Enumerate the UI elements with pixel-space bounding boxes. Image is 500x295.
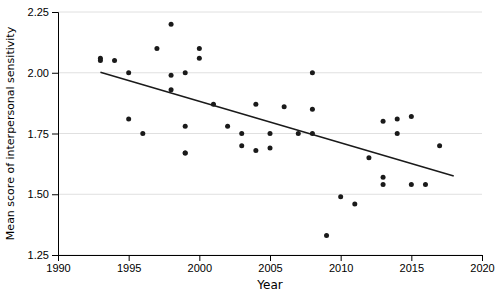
point <box>366 155 371 160</box>
point <box>197 46 202 51</box>
y-tick-mark <box>52 12 58 13</box>
point <box>395 131 400 136</box>
y-tick: 1.25 <box>28 249 58 261</box>
point <box>225 124 230 129</box>
x-axis-line <box>59 256 483 262</box>
x-tick-mark <box>270 255 271 261</box>
x-axis: 1990 1995 2000 2005 2010 2015 2020 <box>46 255 494 274</box>
point <box>381 175 386 180</box>
point <box>112 58 117 63</box>
grid-line <box>58 12 482 13</box>
x-tick-label: 2020 <box>470 262 494 274</box>
point <box>324 233 329 238</box>
y-tick-label: 2.00 <box>28 67 49 79</box>
point <box>169 87 174 92</box>
point <box>310 70 315 75</box>
point <box>282 104 287 109</box>
y-tick-label: 1.25 <box>28 249 49 261</box>
point <box>169 73 174 78</box>
point <box>296 131 301 136</box>
marks <box>98 22 454 238</box>
point <box>183 70 188 75</box>
point <box>211 102 216 107</box>
point <box>253 102 258 107</box>
x-tick: 2020 <box>470 255 494 274</box>
x-tick-mark <box>129 255 130 261</box>
y-tick: 1.50 <box>28 188 58 200</box>
y-tick-mark <box>52 255 58 256</box>
x-tick-mark <box>199 255 200 261</box>
x-tick-label: 2005 <box>258 262 282 274</box>
grid-line <box>58 194 482 195</box>
point <box>409 114 414 119</box>
point <box>437 143 442 148</box>
y-axis-title: Mean score of interpersonal sensitivity <box>4 26 17 240</box>
y-axis-line <box>52 13 59 256</box>
x-tick-label: 1990 <box>46 262 70 274</box>
y-tick-label: 2.25 <box>28 6 49 18</box>
y-tick: 2.25 <box>28 6 58 18</box>
point <box>154 46 159 51</box>
point <box>126 116 131 121</box>
x-tick: 1995 <box>117 255 141 274</box>
point <box>183 150 188 155</box>
point <box>338 194 343 199</box>
point <box>183 124 188 129</box>
point <box>268 131 273 136</box>
trend-line <box>100 72 453 176</box>
plot: 1990 1995 2000 2005 2010 2015 2020 1.25 1.50 1.75… <box>28 6 495 274</box>
point <box>183 150 188 155</box>
x-tick-label: 2000 <box>188 262 212 274</box>
point <box>98 58 103 63</box>
point <box>140 131 145 136</box>
x-tick: 2000 <box>188 255 212 274</box>
y-tick-label: 1.50 <box>28 188 49 200</box>
y-tick-mark <box>52 73 58 74</box>
point <box>381 182 386 187</box>
x-tick: 1990 <box>46 255 70 274</box>
x-tick-label: 1995 <box>117 262 141 274</box>
point <box>409 182 414 187</box>
x-tick-mark <box>411 255 412 261</box>
point <box>352 201 357 206</box>
grid-line <box>58 72 482 73</box>
point <box>169 22 174 27</box>
y-tick: 2.00 <box>28 67 58 79</box>
point <box>253 148 258 153</box>
y-tick-mark <box>52 194 58 195</box>
point <box>197 56 202 61</box>
point <box>423 182 428 187</box>
y-axis: 1.25 1.50 1.75 2.00 2.25 <box>28 6 59 261</box>
point <box>381 119 386 124</box>
point <box>239 143 244 148</box>
x-axis-title: Year <box>256 278 282 292</box>
x-tick: 2005 <box>258 255 282 274</box>
x-tick-label: 2010 <box>329 262 353 274</box>
point <box>310 107 315 112</box>
grid <box>58 12 482 255</box>
point <box>395 116 400 121</box>
chart: 1990 1995 2000 2005 2010 2015 2020 1.25 1.50 1.75… <box>0 0 500 295</box>
x-tick-label: 2015 <box>400 262 424 274</box>
point <box>239 131 244 136</box>
y-tick-label: 1.75 <box>28 128 49 140</box>
point <box>126 70 131 75</box>
x-tick: 2015 <box>400 255 424 274</box>
y-tick-mark <box>52 134 58 135</box>
x-tick: 2010 <box>329 255 353 274</box>
point <box>268 146 273 151</box>
points <box>98 22 442 238</box>
point <box>310 131 315 136</box>
x-tick-mark <box>482 255 483 261</box>
x-tick-mark <box>341 255 342 261</box>
y-tick: 1.75 <box>28 128 58 140</box>
